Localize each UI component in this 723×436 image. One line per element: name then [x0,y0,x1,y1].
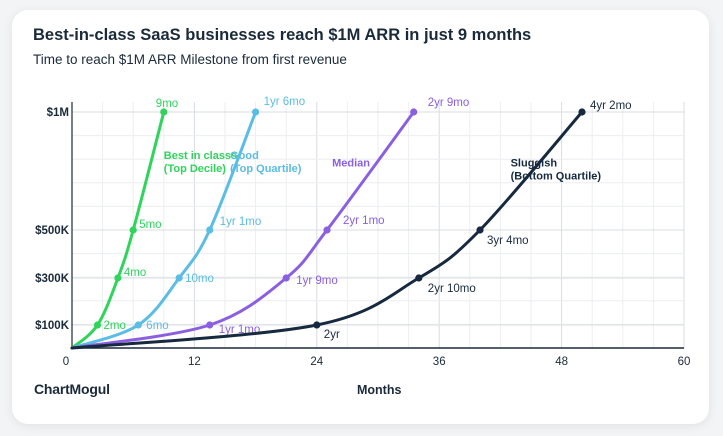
series-name-0: Best in classs (Top Decile) [164,150,237,175]
series-name-line: (Top Decile) [164,163,226,175]
series-line-0 [70,110,166,350]
data-label: 4mo [124,267,146,279]
data-label: 4yr 2mo [590,100,632,112]
series-name-1: Good (Top Quartile) [230,150,302,175]
x-tick-label: 36 [433,356,446,368]
data-point [134,321,142,329]
data-point [323,226,331,234]
data-label: 2yr [324,329,340,341]
data-label: 2mo [104,320,126,332]
data-point [129,226,137,234]
data-point [93,321,102,329]
data-point [578,108,586,116]
data-point [410,108,418,116]
data-point [175,274,183,282]
data-point [206,321,214,329]
chart-subtitle: Time to reach $1M ARR Milestone from fir… [33,52,347,67]
chart-title: Best-in-class SaaS businesses reach $1M … [33,26,532,44]
data-label: 6mo [146,320,168,332]
data-label: 9mo [156,98,178,110]
series-name-3: Sluggish (Bottom Quartile) [511,157,602,182]
data-label: 2yr 10mo [428,283,476,295]
series-name-line: Best in classs [164,150,237,162]
series-name-2: Median [332,157,370,169]
series-name-line: Good [230,150,259,162]
x-tick-label: 60 [678,356,691,368]
x-tick-label: 24 [310,356,323,368]
y-tick-label: $1M [47,107,69,119]
y-tick-label: $100K [35,320,70,332]
y-tick-label: $300K [35,273,70,285]
series-name-line: (Bottom Quartile) [511,170,602,182]
y-tick-label: $500K [35,225,70,237]
data-label: 2yr 1mo [343,215,385,227]
series-name-line: Median [332,157,370,169]
series-name-line: Sluggish [511,157,558,169]
data-point [252,108,260,116]
x-tick-label: 12 [188,356,201,368]
x-axis-label: Months [357,383,402,397]
x-tick-label: 0 [63,356,69,368]
data-point [476,226,484,234]
chart-card [12,10,709,424]
data-point [313,321,321,329]
series-line-3 [70,110,584,350]
data-label: 10mo [185,273,214,285]
data-point [206,226,214,234]
data-label: 2yr 9mo [428,97,470,109]
data-point [282,274,290,282]
data-label: 1yr 1mo [220,216,262,228]
chartmogul-logo: ChartMogul [34,381,110,397]
data-label: 1yr 6mo [264,96,306,108]
data-label: 5mo [139,219,161,231]
data-point [114,274,122,282]
data-point [160,108,168,116]
data-label: 1yr 9mo [296,275,338,287]
x-tick-label: 48 [555,356,568,368]
data-point [415,274,423,282]
series-name-line: (Top Quartile) [230,163,302,175]
data-label: 3yr 4mo [487,235,529,247]
